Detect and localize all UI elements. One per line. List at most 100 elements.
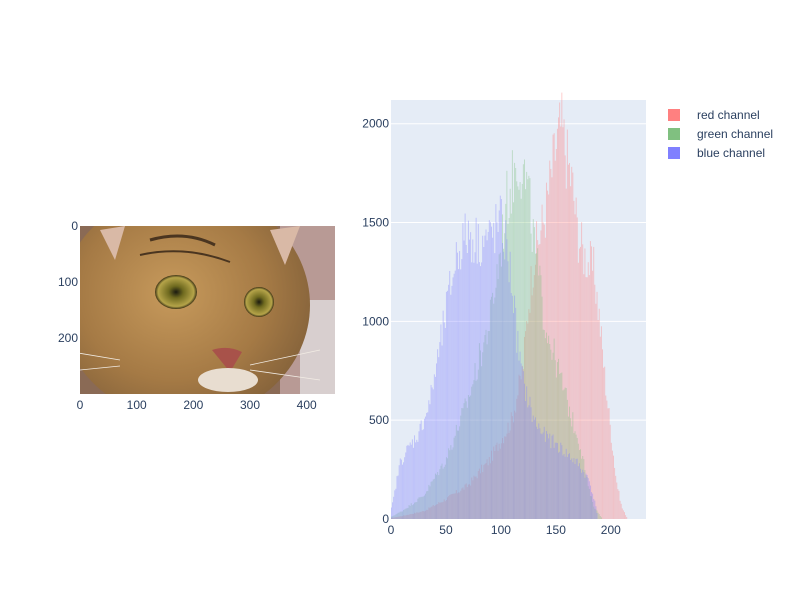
histogram-bar (502, 437, 503, 519)
histogram-bar (527, 179, 529, 519)
histogram-bar (476, 263, 478, 519)
histogram-bar (521, 365, 523, 519)
histogram-bar (520, 379, 522, 519)
histogram-bar (520, 198, 522, 520)
histogram-bar (392, 502, 394, 519)
histogram-bar (427, 490, 429, 519)
histogram-bar (452, 447, 454, 519)
histogram-bar (431, 506, 433, 519)
histogram-bar (426, 509, 428, 519)
histogram-bar (414, 435, 416, 519)
histogram-bar (463, 403, 465, 519)
histogram-bar (492, 292, 494, 519)
histogram-bar (491, 450, 492, 519)
histogram-bar (593, 246, 595, 520)
histogram-bar (472, 239, 474, 519)
histogram-bar (401, 516, 403, 519)
histogram-bar (461, 488, 463, 519)
legend-item-green[interactable]: green channel (668, 124, 773, 143)
histogram-bar (407, 444, 409, 519)
histogram-bar (560, 126, 562, 519)
histogram-bar (574, 463, 576, 519)
image-x-tick-label: 300 (240, 398, 260, 412)
histogram-bar (466, 487, 468, 519)
histogram-bar (495, 444, 497, 519)
histogram-bar (543, 224, 545, 519)
histogram-bar (544, 441, 546, 519)
histogram-bar (437, 349, 439, 519)
histogram-bar (594, 284, 596, 519)
histogram-bar (423, 495, 425, 519)
histogram-bar (430, 384, 432, 519)
histogram-bar (498, 443, 500, 519)
histogram-bar (494, 253, 496, 519)
histogram-bar (459, 492, 461, 519)
histogram-bar (498, 254, 500, 520)
histogram-bar (518, 189, 520, 519)
histogram-bar (551, 435, 553, 519)
legend-item-blue[interactable]: blue channel (668, 143, 773, 162)
histogram-bar (444, 327, 446, 519)
histogram-bar (441, 502, 443, 519)
histogram-bar (626, 516, 628, 519)
histogram-bar (440, 324, 442, 519)
histogram-bar (536, 221, 538, 519)
histogram-bar (525, 189, 527, 519)
histogram-bar (421, 511, 423, 519)
histogram-bar (593, 506, 595, 519)
histogram-bar (418, 497, 420, 519)
histogram-bar (455, 490, 457, 519)
histogram-bar (453, 493, 455, 519)
histogram-bar (509, 430, 511, 519)
histogram-bar (514, 295, 516, 519)
histogram-bar (393, 517, 395, 519)
histogram-bar (507, 223, 509, 520)
histogram-bar (447, 290, 449, 519)
histogram-bar (613, 455, 614, 519)
histogram-bar (427, 412, 429, 519)
histogram-bar (584, 248, 586, 519)
histogram-bar (551, 177, 553, 519)
histogram-bar (469, 396, 470, 519)
histogram-bar (537, 240, 539, 519)
histogram-bar (486, 344, 488, 519)
histogram-bar (405, 515, 407, 519)
histogram-bar (425, 416, 427, 519)
histogram-bar (511, 295, 513, 519)
histogram-bar (456, 252, 458, 519)
histogram-bar (472, 480, 474, 519)
histogram-bar (450, 294, 452, 519)
histogram-bar (492, 460, 494, 519)
legend-swatch-green (668, 127, 680, 140)
histogram-bar (484, 463, 486, 519)
histogram-bar (454, 493, 456, 519)
histogram-bar (395, 516, 397, 519)
histogram-bar (581, 472, 583, 519)
histogram-bar (589, 496, 591, 519)
histogram-bar (504, 233, 506, 520)
histogram-bar (459, 426, 461, 519)
histogram-bar (460, 490, 462, 519)
histogram-bar (530, 233, 532, 519)
histogram-bar (426, 412, 428, 519)
legend-item-red[interactable]: red channel (668, 105, 773, 124)
histogram-bar (525, 331, 527, 519)
histogram-bar (404, 515, 406, 519)
histogram-bar (403, 462, 405, 519)
histogram-bar (449, 494, 451, 519)
histogram-bar (577, 262, 579, 519)
histogram-bar (549, 344, 551, 519)
histogram-bar (408, 505, 410, 519)
histogram-bar (401, 511, 403, 519)
histogram-bar (396, 517, 398, 519)
histogram-bar (465, 401, 467, 519)
histogram-bar (455, 424, 457, 519)
histogram-bar (531, 251, 533, 520)
histogram-bar (516, 398, 518, 519)
plot-background (391, 100, 646, 519)
histogram-bar (438, 475, 440, 519)
histogram-bar (462, 408, 464, 519)
legend-swatch-red (668, 108, 680, 121)
histogram-bar (462, 223, 464, 519)
